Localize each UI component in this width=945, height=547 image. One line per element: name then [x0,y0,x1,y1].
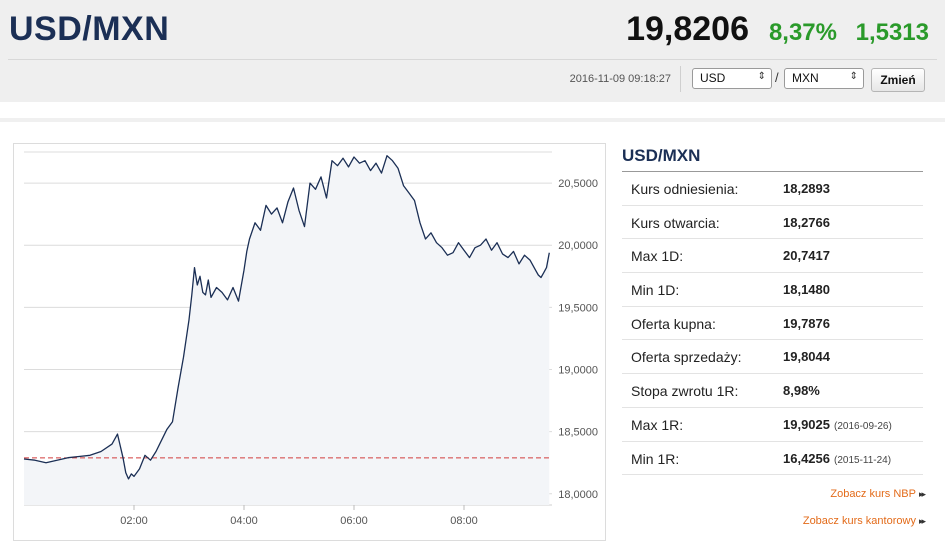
price-chart: 18,0000 18,5000 19,0000 19,5000 20,0000 20,50… [23,151,598,527]
stats-row: Kurs otwarcia: 18,2766 [622,206,923,240]
stats-table: Kurs odniesienia: 18,2893 Kurs otwarcia: 1… [622,172,923,476]
chevron-updown-icon: ⇕ [849,71,858,82]
x-tick-label: 08:00 [450,515,478,527]
base-currency-select[interactable]: USD ⇕ [692,68,772,89]
change-absolute: 1,5313 [855,19,929,46]
chart-frame: 18,0000 18,5000 19,0000 19,5000 20,0000 20,50… [13,143,606,541]
stats-row: Kurs odniesienia: 18,2893 [622,172,923,206]
double-arrow-icon: ▸▸ [918,489,926,499]
stats-row: Oferta kupna: 19,7876 [622,307,923,341]
y-tick-label: 20,0000 [558,240,598,252]
stats-value-number: 19,9025 [783,416,830,432]
nbp-rate-link[interactable]: Zobacz kurs NBP ▸▸ [830,488,926,500]
stats-value: 19,9025 (2016-09-26) [783,417,892,432]
stats-row: Stopa zwrotu 1R: 8,98% [622,374,923,408]
stats-label: Oferta kupna: [631,315,716,332]
stats-value: 19,7876 [783,315,830,331]
y-tick-label: 20,5000 [558,178,598,190]
stats-value: 8,98% [783,383,820,399]
x-tick-label: 02:00 [120,515,148,527]
stats-label: Max 1R: [631,416,684,433]
stats-row: Min 1D: 18,1480 [622,273,923,307]
stats-value-number: 16,4256 [783,450,830,466]
panel-title: USD/MXN [622,146,701,165]
price-area [24,155,550,505]
x-axis-labels: 02:00 04:00 06:00 08:00 [120,505,478,527]
y-tick-label: 18,0000 [558,489,598,501]
y-tick-label: 19,0000 [558,365,598,377]
base-currency-value: USD [700,71,726,85]
section-band [0,118,945,122]
change-percent: 8,37% [768,19,837,46]
stats-row: Min 1R: 16,4256 (2015-11-24) [622,442,923,476]
stats-label: Max 1D: [631,248,684,265]
quote-currency-value: MXN [792,71,819,85]
stats-value: 18,2766 [783,214,830,230]
price-line [23,155,550,480]
quote-header: USD/MXN 19,8206 8,37% 1,5313 2016-11-09 … [0,0,945,102]
change-pair-button[interactable]: Zmień [871,68,925,92]
quote-timestamp: 2016-11-09 09:18:27 [569,73,671,85]
panel-rule [622,171,923,172]
stats-value-date: (2016-09-26) [834,420,892,432]
stats-label: Min 1R: [631,450,680,467]
x-tick-label: 06:00 [340,515,368,527]
stats-row: Max 1D: 20,7417 [622,239,923,274]
stats-label: Kurs otwarcia: [631,214,720,231]
stats-value-date: (2015-11-24) [834,454,892,466]
y-axis-labels: 18,0000 18,5000 19,0000 19,5000 20,0000 20,50… [558,178,598,501]
nbp-rate-link-label: Zobacz kurs NBP [830,488,916,500]
y-tick-label: 18,5000 [558,427,598,439]
stats-value: 16,4256 (2015-11-24) [783,451,891,466]
currency-slash: / [775,70,779,85]
header-divider [8,59,937,60]
stats-value: 20,7417 [783,248,830,264]
chevron-updown-icon: ⇕ [757,71,766,82]
current-price: 19,8206 [626,10,749,48]
stats-label: Oferta sprzedaży: [631,349,742,366]
quote-currency-select[interactable]: MXN ⇕ [784,68,864,89]
pair-title: USD/MXN [9,10,170,48]
y-tick-label: 19,5000 [558,302,598,314]
exchange-office-rate-link[interactable]: Zobacz kurs kantorowy ▸▸ [802,515,926,527]
stats-value: 18,2893 [783,181,830,196]
toolbar-separator [680,66,681,92]
stats-row: Oferta sprzedaży: 19,8044 [622,340,923,375]
stats-row: Max 1R: 19,9025 (2016-09-26) [622,408,923,442]
double-arrow-icon: ▸▸ [918,516,926,526]
stats-value: 19,8044 [783,349,830,365]
x-tick-label: 04:00 [230,515,258,527]
exchange-office-rate-link-label: Zobacz kurs kantorowy [802,515,916,527]
stats-value: 18,1480 [783,282,830,298]
stats-label: Min 1D: [631,282,680,299]
stats-label: Kurs odniesienia: [631,181,739,197]
stats-label: Stopa zwrotu 1R: [631,383,739,400]
